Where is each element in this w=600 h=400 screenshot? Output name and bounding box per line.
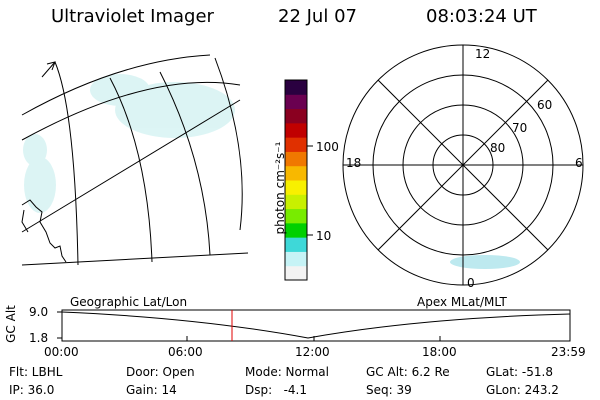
timeline-y-tick-top: 9.0 [29, 305, 49, 319]
map-gridline [21, 252, 249, 266]
info-filter: Flt: LBHL [9, 365, 63, 379]
timeline-x-tick: 23:59 [551, 345, 586, 359]
north-arrow-icon [46, 61, 56, 71]
map-gridline [109, 77, 153, 263]
timeline-x-tick: 06:00 [168, 345, 203, 359]
map-gridline [214, 57, 243, 231]
mlt-label-6: 6 [575, 156, 583, 170]
colorbar-swatch [285, 265, 307, 281]
colorbar-swatch [285, 108, 307, 124]
colorbar-swatch [285, 208, 307, 224]
orbit-altitude-curve [61, 311, 571, 339]
aurora-emission-polar [450, 255, 520, 269]
lat-label-60: 60 [537, 98, 553, 112]
info-gain: Gain: 14 [126, 383, 177, 397]
map-gridline [159, 71, 211, 256]
info-ip: IP: 36.0 [9, 383, 55, 397]
aurora-emission-map [23, 74, 235, 213]
info-mode: Mode: Normal [245, 365, 329, 379]
date-label: 22 Jul 07 [278, 6, 357, 27]
colorbar-tick-100: 100 [316, 140, 339, 154]
geographic-title: Geographic Lat/Lon [70, 295, 188, 309]
north-arrow-icon [41, 61, 56, 78]
timeline-y-tick-bottom: 1.8 [29, 331, 49, 345]
map-gridline [21, 54, 211, 116]
colorbar-swatch [285, 94, 307, 110]
info-door: Door: Open [126, 365, 195, 379]
info-dsp: Dsp: -4.1 [245, 383, 308, 397]
lat-label-70: 70 [512, 121, 528, 135]
timeline-x-tick: 00:00 [44, 345, 79, 359]
mlt-label-12: 12 [475, 47, 491, 61]
timeline-x-tick: 18:00 [422, 345, 457, 359]
coastline [21, 209, 29, 233]
colorbar-swatch [285, 180, 307, 195]
colorbar-swatch [285, 80, 307, 95]
map-gridline [21, 99, 241, 233]
time-label: 08:03:24 UT [426, 6, 537, 27]
info-gc-alt: GC Alt: 6.2 Re [366, 365, 450, 379]
colorbar-swatch [285, 251, 307, 267]
colorbar-swatch [285, 237, 307, 252]
mlt-label-18: 18 [346, 156, 362, 170]
colorbar-swatch [285, 165, 307, 181]
colorbar-swatch [285, 194, 307, 210]
apex-title: Apex MLat/MLT [417, 295, 507, 309]
colorbar-swatch [285, 137, 307, 152]
mlt-label-0: 0 [467, 276, 475, 290]
info-glat: GLat: -51.8 [486, 365, 553, 379]
map-gridline [21, 81, 241, 141]
map-gridline [54, 61, 79, 266]
instrument-title: Ultraviolet Imager [51, 6, 214, 27]
info-seq: Seq: 39 [366, 383, 412, 397]
info-glon: GLon: 243.2 [486, 383, 559, 397]
colorbar-swatch [285, 222, 307, 238]
timeline-x-tick: 12:00 [295, 345, 330, 359]
coastline [21, 199, 67, 263]
timeline-y-label: GC Alt [4, 305, 18, 343]
colorbar [284, 79, 313, 281]
polar-plot [342, 44, 584, 286]
colorbar-unit-label: photon cm⁻²s⁻¹ [273, 141, 287, 235]
colorbar-swatch [285, 151, 307, 167]
colorbar-tick-10: 10 [316, 229, 332, 243]
lat-label-80: 80 [490, 141, 506, 155]
colorbar-swatch [285, 122, 307, 138]
geographic-map [21, 54, 249, 266]
timeline-panel [57, 309, 571, 342]
